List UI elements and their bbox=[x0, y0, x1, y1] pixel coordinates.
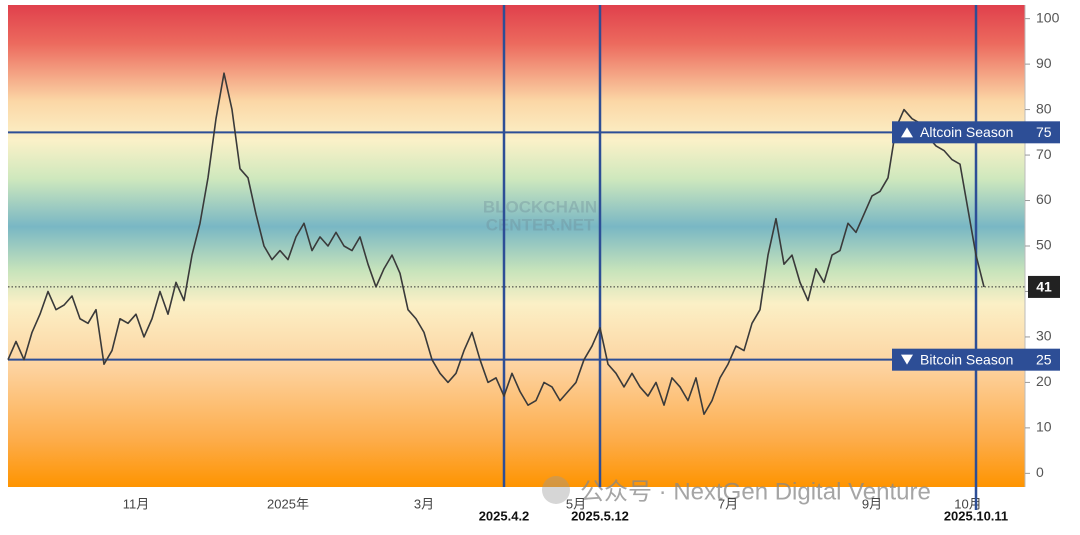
badge-value: 75 bbox=[1036, 124, 1052, 140]
x-tick-label: 3月 bbox=[414, 496, 434, 511]
badge-arrow bbox=[901, 127, 913, 138]
watermark-text: CENTER.NET bbox=[486, 215, 595, 234]
y-tick-label: 90 bbox=[1036, 55, 1052, 71]
x-tick-label: 9月 bbox=[862, 496, 882, 511]
y-tick-label: 80 bbox=[1036, 100, 1052, 116]
badge-background bbox=[892, 348, 1060, 371]
y-tick-label: 100 bbox=[1036, 9, 1060, 25]
y-tick-label: 0 bbox=[1036, 464, 1044, 480]
y-tick-label: 70 bbox=[1036, 146, 1052, 162]
badge-background bbox=[892, 121, 1060, 144]
event-label: 2025.10.11 bbox=[944, 508, 1008, 523]
y-tick-label: 20 bbox=[1036, 373, 1052, 389]
y-tick-label: 30 bbox=[1036, 328, 1052, 344]
season-badge: Altcoin Season 75 bbox=[892, 121, 1060, 144]
badge-label: Altcoin Season bbox=[920, 124, 1013, 140]
footer-watermark: 公众号 · NextGen Digital Venture bbox=[580, 478, 931, 505]
current-value-label: 41 bbox=[1036, 279, 1052, 295]
badge-label: Bitcoin Season bbox=[920, 351, 1013, 367]
event-label: 2025.5.12 bbox=[571, 508, 629, 523]
x-tick-label: 11月 bbox=[123, 496, 150, 511]
current-value-badge bbox=[1028, 275, 1060, 298]
badge-arrow bbox=[901, 354, 913, 365]
y-tick-label: 50 bbox=[1036, 237, 1052, 253]
x-tick-label: 2025年 bbox=[267, 496, 309, 511]
wechat-icon bbox=[542, 476, 570, 504]
y-tick-label: 10 bbox=[1036, 419, 1052, 435]
data-line bbox=[7, 72, 985, 416]
watermark-text: BLOCKCHAIN bbox=[483, 197, 597, 216]
badge-value: 25 bbox=[1036, 351, 1052, 367]
x-tick-label: 5月 bbox=[566, 496, 586, 511]
plot-background bbox=[8, 5, 1025, 487]
event-label: 2025.4.2 bbox=[479, 508, 530, 523]
season-badge: Bitcoin Season 25 bbox=[892, 348, 1060, 371]
y-tick-label: 60 bbox=[1036, 191, 1052, 207]
x-tick-label: 7月 bbox=[718, 496, 738, 511]
watermark: BLOCKCHAIN CENTER.NET bbox=[483, 197, 597, 234]
